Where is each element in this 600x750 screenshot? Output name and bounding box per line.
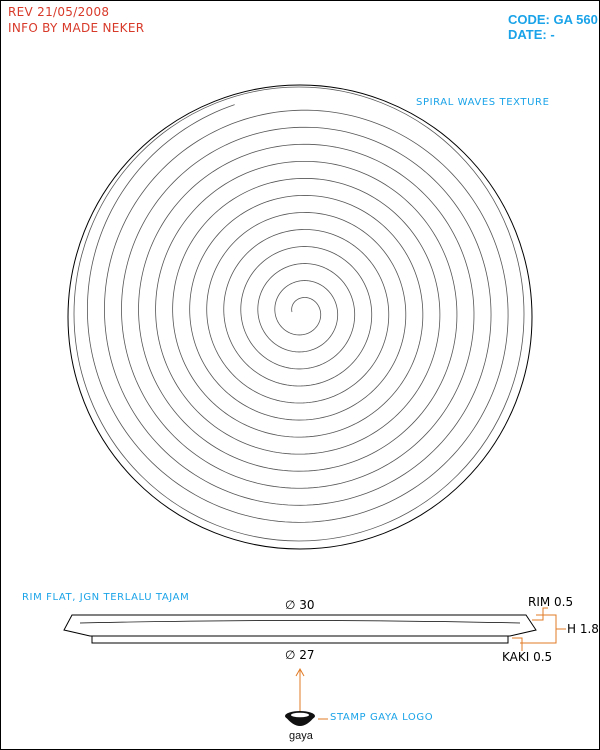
plate-profile: [63, 614, 537, 644]
plate-outline: [67, 84, 533, 550]
gaya-logo: [285, 711, 315, 726]
profile-rim-curve: [79, 620, 521, 624]
profile-foot: [91, 635, 509, 644]
bottom-diameter-label: ∅ 27: [285, 648, 315, 662]
date-label: DATE: -: [508, 27, 555, 42]
top-diameter-label: ∅ 30: [285, 598, 315, 612]
rim-leader: [532, 607, 548, 621]
rim-dimension-label: RIM 0.5: [528, 595, 574, 609]
kaki-leader: [512, 637, 523, 651]
dimension-leaders: [295, 607, 566, 720]
stamp-arrow-head: [295, 667, 305, 677]
kaki-dimension-label: KAKI 0.5: [502, 650, 553, 664]
revision-label: REV 21/05/2008: [8, 5, 110, 19]
spiral-texture: [86, 104, 509, 523]
profile-body: [63, 614, 537, 637]
texture-note: SPIRAL WAVES TEXTURE: [416, 97, 550, 108]
logo-bowl-body: [285, 716, 315, 726]
stamp-note: STAMP GAYA LOGO: [330, 712, 434, 723]
info-label: INFO BY MADE NEKER: [8, 21, 145, 35]
rim-note: RIM FLAT, JGN TERLALU TAJAM: [22, 592, 190, 603]
code-label: CODE: GA 560: [508, 12, 598, 27]
gaya-logo-text: gaya: [289, 730, 313, 742]
height-dimension-label: H 1.8: [567, 622, 599, 636]
plate-rim-line: [73, 86, 525, 542]
logo-bowl-inner: [291, 712, 309, 718]
